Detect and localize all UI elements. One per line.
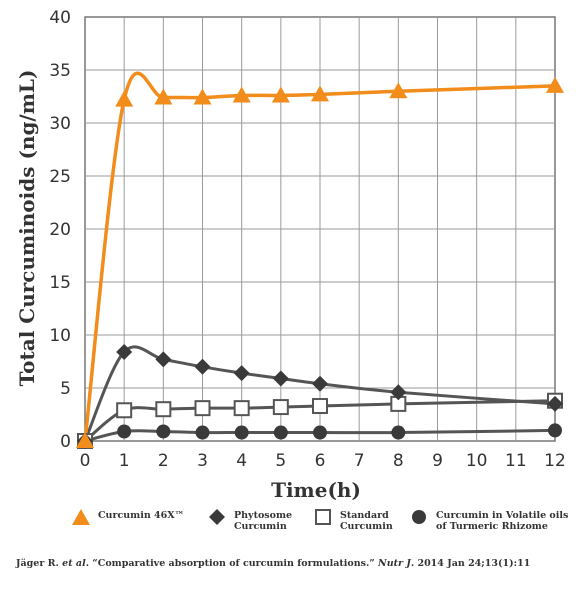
x-tick-label: 10: [466, 451, 488, 471]
data-point-diamond: [390, 384, 407, 401]
legend-marker-square: [315, 509, 331, 525]
data-point-triangle: [193, 88, 212, 105]
legend-marker-diamond: [209, 509, 225, 525]
data-point-triangle: [271, 86, 290, 103]
x-tick-label: 11: [505, 451, 527, 471]
data-point-circle: [195, 425, 210, 440]
x-tick-label: 4: [236, 451, 247, 471]
legend-marker-triangle: [72, 509, 90, 525]
data-point-square: [272, 399, 289, 416]
legend-label: Phytosome Curcumin: [234, 510, 293, 532]
citation-details: . 2014 Jan 24;13(1):11: [410, 558, 531, 569]
y-tick-label: 0: [60, 432, 71, 452]
data-point-circle: [156, 424, 171, 439]
legend-marker-circle: [412, 510, 426, 524]
data-point-square: [116, 402, 133, 419]
x-axis-ticks: 0 1 2 3 4 5 6 7 8 9 10 11 12: [80, 451, 566, 471]
data-point-triangle: [76, 432, 94, 448]
legend-item: Standard Curcumin: [312, 506, 393, 532]
chart-series: [76, 71, 564, 449]
legend-label: Curcumin in Volatile oils of Turmeric Rh…: [436, 510, 569, 532]
data-point-diamond: [155, 351, 172, 368]
data-point-circle: [117, 424, 132, 439]
x-tick-label: 8: [393, 451, 404, 471]
series-line: [83, 71, 556, 442]
x-tick-label: 2: [158, 451, 169, 471]
data-point-circle: [234, 425, 249, 440]
x-tick-label: 0: [80, 451, 91, 471]
y-tick-label: 10: [49, 326, 71, 346]
y-tick-label: 5: [60, 379, 71, 399]
y-tick-label: 15: [49, 273, 71, 293]
data-point-triangle: [154, 88, 173, 105]
citation-title: . “Comparative absorption of curcumin fo…: [85, 558, 379, 569]
legend-item: Phytosome Curcumin: [206, 506, 292, 532]
legend-item: Curcumin in Volatile oils of Turmeric Rh…: [408, 506, 568, 532]
x-tick-label: 9: [432, 451, 443, 471]
data-point-triangle: [311, 85, 329, 102]
x-tick-label: 3: [197, 451, 208, 471]
data-point-triangle: [389, 82, 408, 99]
legend-label: Curcumin 46X™: [98, 510, 185, 521]
legend-label: Standard Curcumin: [340, 510, 393, 532]
data-point-circle: [313, 425, 327, 440]
data-point-triangle: [232, 86, 251, 103]
data-point-diamond: [233, 365, 250, 382]
y-axis-label: Total Curcuminoids (ng/mL): [15, 70, 39, 387]
data-point-circle: [273, 425, 288, 440]
y-axis-ticks: 0 5 10 15 20 25 30 35 40: [49, 8, 71, 452]
y-tick-label: 40: [49, 8, 71, 28]
y-tick-label: 30: [49, 114, 71, 134]
legend-item: Curcumin 46X™: [70, 506, 184, 528]
data-point-diamond: [312, 375, 328, 392]
y-tick-label: 20: [49, 220, 71, 240]
data-point-diamond: [547, 395, 563, 412]
data-point-square: [194, 400, 211, 417]
citation-author: Jäger R.: [16, 558, 63, 569]
y-tick-label: 35: [49, 61, 71, 81]
chart-legend: Curcumin 46X™ Phytosome Curcumin Standar…: [70, 506, 570, 546]
data-point-diamond: [272, 370, 289, 387]
x-tick-label: 1: [119, 451, 130, 471]
x-axis-label: Time(h): [271, 478, 361, 502]
x-tick-label: 5: [275, 451, 286, 471]
data-point-triangle: [546, 76, 564, 93]
data-point-square: [312, 398, 328, 415]
citation-etal: et al: [62, 558, 86, 569]
data-point-diamond: [116, 343, 133, 360]
data-point-triangle: [115, 90, 134, 107]
x-tick-label: 12: [544, 451, 566, 471]
x-tick-label: 7: [354, 451, 365, 471]
citation: Jäger R. et al. “Comparative absorption …: [16, 558, 530, 569]
data-point-circle: [391, 425, 406, 440]
citation-journal: Nutr J: [378, 558, 411, 569]
y-tick-label: 25: [49, 167, 71, 187]
data-point-square: [233, 400, 250, 417]
data-point-square: [155, 401, 172, 418]
x-tick-label: 6: [315, 451, 326, 471]
data-point-diamond: [194, 358, 211, 375]
data-point-circle: [548, 423, 562, 438]
